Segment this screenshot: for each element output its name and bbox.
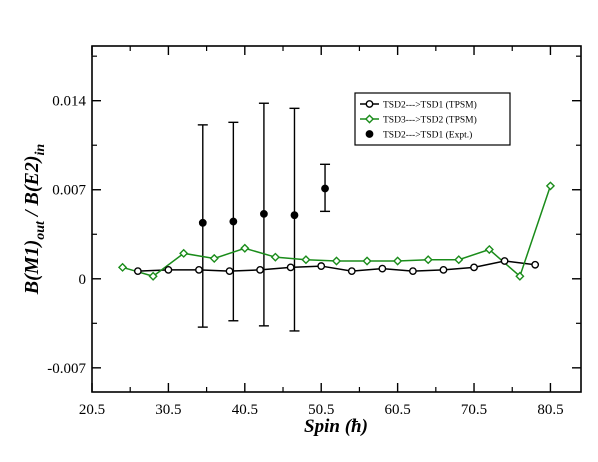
y-tick-label: 0.007 bbox=[52, 183, 86, 199]
x-tick-label: 30.5 bbox=[155, 402, 181, 418]
data-point-series-1 bbox=[240, 243, 250, 253]
data-point-series-1 bbox=[484, 244, 494, 255]
data-point-series-1 bbox=[117, 262, 128, 272]
x-tick-label: 80.5 bbox=[537, 402, 563, 418]
data-point-series-0 bbox=[195, 265, 203, 274]
data-point-series-2 bbox=[198, 218, 207, 227]
legend-box bbox=[354, 92, 511, 146]
data-point-series-1 bbox=[209, 253, 219, 264]
data-point-series-0 bbox=[500, 257, 509, 265]
y-tick-label: 0.014 bbox=[52, 94, 86, 110]
data-point-series-1 bbox=[179, 248, 189, 258]
data-point-series-1 bbox=[270, 252, 280, 262]
legend-marker bbox=[364, 114, 375, 124]
data-point-series-2 bbox=[260, 210, 268, 218]
legend-marker bbox=[365, 100, 374, 108]
data-point-series-0 bbox=[317, 262, 326, 270]
axis-ticks: 20.5 30.5 40.5 50.5 60.5 70.5 80.5 -0.007 0 0.007… bbox=[47, 46, 581, 418]
data-point-series-2 bbox=[290, 211, 299, 220]
data-point-series-1 bbox=[393, 256, 403, 266]
data-point-series-0 bbox=[256, 265, 264, 274]
data-point-series-1 bbox=[515, 271, 525, 281]
data-point-series-1 bbox=[148, 271, 158, 281]
legend-label: TSD2--->TSD1 (TPSM) bbox=[383, 100, 477, 111]
series-markers bbox=[117, 181, 556, 281]
data-point-series-0 bbox=[225, 267, 234, 276]
legend-label: TSD2--->TSD1 (Expt.) bbox=[383, 130, 472, 141]
legend-label: TSD3--->TSD2 (TPSM) bbox=[383, 115, 477, 126]
x-tick-label: 60.5 bbox=[385, 402, 411, 418]
data-point-series-1 bbox=[545, 181, 556, 191]
y-tick-label: 0 bbox=[79, 272, 87, 288]
y-axis-title: B(M1)out / B(E2)in bbox=[21, 144, 48, 296]
x-tick-label: 40.5 bbox=[232, 402, 258, 418]
y-tick-label: -0.007 bbox=[47, 361, 86, 377]
data-point-series-1 bbox=[423, 255, 433, 265]
data-point-series-2 bbox=[229, 217, 238, 226]
data-point-series-0 bbox=[470, 263, 478, 272]
series-line-0 bbox=[137, 260, 536, 272]
data-point-series-0 bbox=[378, 264, 387, 273]
data-point-series-0 bbox=[531, 260, 540, 269]
legend: TSD2--->TSD1 (TPSM) TSD3--->TSD2 (TPSM) TS… bbox=[354, 92, 511, 146]
x-tick-label: 70.5 bbox=[461, 402, 487, 418]
data-point-series-0 bbox=[409, 267, 417, 276]
data-point-series-0 bbox=[133, 267, 142, 276]
plot-frame bbox=[91, 45, 582, 393]
data-point-series-0 bbox=[439, 265, 448, 274]
data-point-series-0 bbox=[347, 267, 356, 276]
data-point-series-2 bbox=[321, 184, 329, 193]
data-point-series-0 bbox=[286, 263, 295, 272]
data-point-series-1 bbox=[454, 255, 464, 265]
legend-marker bbox=[365, 130, 374, 138]
x-axis-title: Spin (ħ) bbox=[304, 416, 368, 437]
data-point-series-0 bbox=[164, 265, 173, 274]
x-tick-label: 20.5 bbox=[79, 402, 105, 418]
data-point-series-1 bbox=[362, 256, 372, 266]
data-point-series-1 bbox=[331, 256, 342, 266]
x-tick-label: 50.5 bbox=[308, 402, 334, 418]
data-point-series-1 bbox=[301, 255, 311, 265]
